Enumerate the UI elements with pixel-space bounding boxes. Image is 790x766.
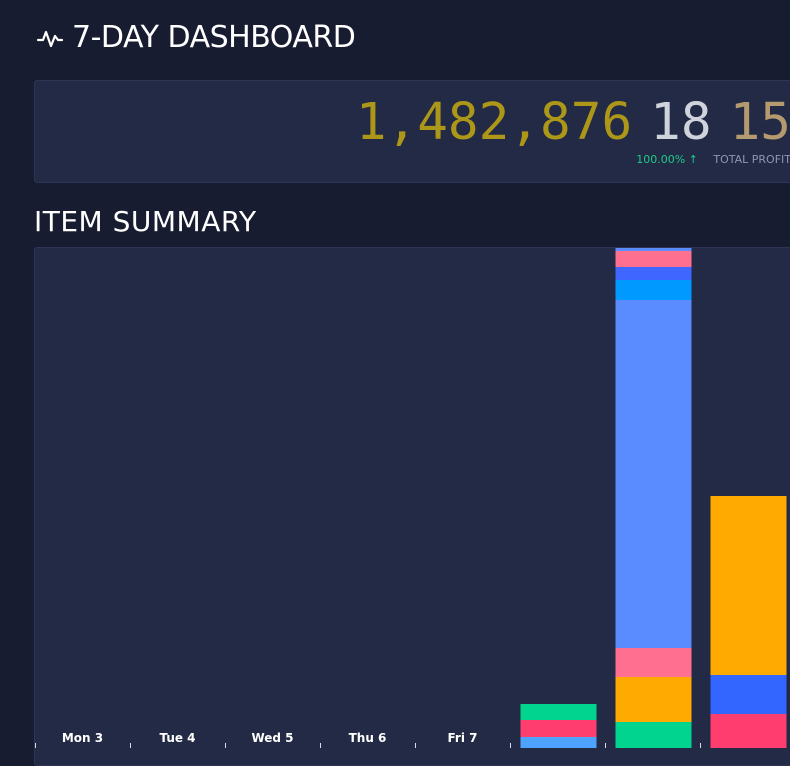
pulse-icon xyxy=(36,30,64,47)
stacked-bar-chart: Mon 3 Tue 4 Wed 5 Thu 6 Fri 7 xyxy=(35,248,787,748)
dashboard-title: 7-DAY DASHBOARD xyxy=(36,20,356,55)
bar-segment[interactable] xyxy=(615,648,692,677)
x-axis-label: Fri 7 xyxy=(448,731,478,745)
x-axis-label: Wed 5 xyxy=(251,731,293,745)
total-profit-mid: 18 xyxy=(650,93,712,152)
total-profit-value: 1,482,876 18 15 xyxy=(356,97,790,148)
bar-segment[interactable] xyxy=(710,714,787,748)
x-axis-label: Tue 4 xyxy=(159,731,195,745)
bar-segment[interactable] xyxy=(615,248,692,251)
page-title: 7-DAY DASHBOARD xyxy=(72,20,356,55)
bar-segment[interactable] xyxy=(710,675,787,714)
total-profit-subrow: 100.00% ↑ TOTAL PROFIT xyxy=(636,153,790,166)
item-summary-chart: Mon 3 Tue 4 Wed 5 Thu 6 Fri 7 xyxy=(34,247,790,766)
x-axis-label: Mon 3 xyxy=(62,731,103,745)
bar-segment[interactable] xyxy=(615,722,692,748)
bar-segment[interactable] xyxy=(615,251,692,267)
bar-segment[interactable] xyxy=(615,677,692,722)
bar-segment[interactable] xyxy=(520,704,597,720)
total-profit-card: 1,482,876 18 15 100.00% ↑ TOTAL PROFIT xyxy=(34,80,790,183)
bar-segment[interactable] xyxy=(520,720,597,737)
bar-segment[interactable] xyxy=(710,496,787,675)
bar-segment[interactable] xyxy=(615,280,692,300)
item-summary-title: ITEM SUMMARY xyxy=(34,205,257,238)
total-profit-tail: 15 xyxy=(729,93,790,152)
bar-segment[interactable] xyxy=(615,267,692,280)
total-profit-label: TOTAL PROFIT xyxy=(713,153,790,166)
bar-segment[interactable] xyxy=(615,300,692,648)
change-percent: 100.00% ↑ xyxy=(636,153,698,166)
x-axis-label: Thu 6 xyxy=(349,731,387,745)
total-profit-main: 1,482,876 xyxy=(355,93,633,152)
bar-segment[interactable] xyxy=(520,737,597,748)
